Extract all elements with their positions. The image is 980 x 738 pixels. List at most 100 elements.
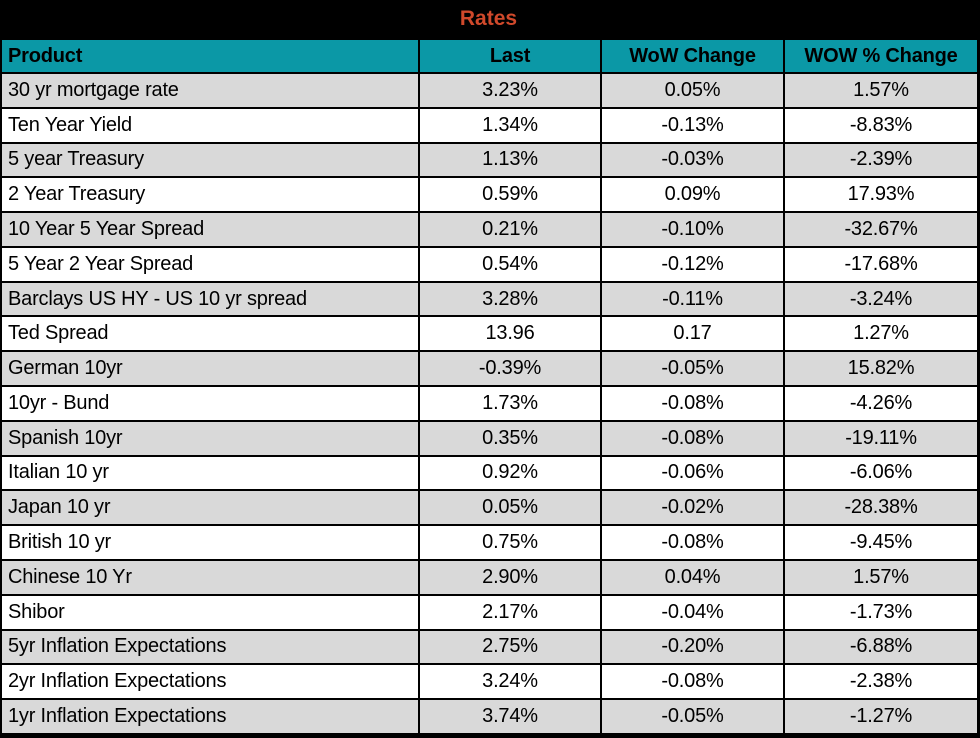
product-cell: 10yr - Bund — [0, 385, 420, 422]
wow-pct-change-cell: -8.83% — [783, 106, 979, 144]
product-cell: 5 Year 2 Year Spread — [0, 245, 420, 283]
last-cell: 0.75% — [418, 524, 602, 561]
wow-pct-change-cell: -1.27% — [783, 698, 979, 735]
table-row: German 10yr -0.39% -0.05% 15.82% — [0, 350, 979, 388]
product-cell: 2 Year Treasury — [0, 176, 420, 214]
table-row: Ten Year Yield 1.34% -0.13% -8.83% — [0, 106, 979, 144]
last-cell: 1.13% — [418, 141, 602, 179]
wow-change-cell: -0.10% — [600, 211, 785, 248]
wow-change-cell: -0.08% — [600, 419, 785, 457]
table-row: 10yr - Bund 1.73% -0.08% -4.26% — [0, 385, 979, 422]
header-wow-pct-change: WOW % Change — [783, 38, 979, 74]
rates-table: Product Last WoW Change WOW % Change 30 … — [0, 38, 979, 735]
wow-change-cell: -0.12% — [600, 245, 785, 283]
wow-pct-change-cell: -28.38% — [783, 489, 979, 527]
wow-pct-change-cell: -6.06% — [783, 454, 979, 492]
wow-pct-change-cell: 15.82% — [783, 350, 979, 388]
product-cell: German 10yr — [0, 350, 420, 388]
product-cell: Spanish 10yr — [0, 419, 420, 457]
wow-change-cell: -0.05% — [600, 698, 785, 735]
wow-pct-change-cell: -2.38% — [783, 663, 979, 701]
last-cell: 1.34% — [418, 106, 602, 144]
wow-change-cell: -0.11% — [600, 280, 785, 318]
wow-pct-change-cell: 17.93% — [783, 176, 979, 214]
table-row: Spanish 10yr 0.35% -0.08% -19.11% — [0, 419, 979, 457]
last-cell: 0.35% — [418, 419, 602, 457]
header-product: Product — [0, 38, 420, 74]
header-wow-change: WoW Change — [600, 38, 785, 74]
product-cell: 5yr Inflation Expectations — [0, 628, 420, 666]
product-cell: Ted Spread — [0, 315, 420, 353]
product-cell: Shibor — [0, 593, 420, 631]
last-cell: 1.73% — [418, 385, 602, 422]
wow-change-cell: -0.08% — [600, 524, 785, 561]
table-row: 5yr Inflation Expectations 2.75% -0.20% -6.… — [0, 628, 979, 666]
table-row: British 10 yr 0.75% -0.08% -9.45% — [0, 524, 979, 561]
product-cell: 30 yr mortgage rate — [0, 72, 420, 109]
table-row: 5 Year 2 Year Spread 0.54% -0.12% -17.68% — [0, 245, 979, 283]
last-cell: 0.59% — [418, 176, 602, 214]
wow-pct-change-cell: -4.26% — [783, 385, 979, 422]
wow-change-cell: -0.04% — [600, 593, 785, 631]
product-cell: British 10 yr — [0, 524, 420, 561]
product-cell: Barclays US HY - US 10 yr spread — [0, 280, 420, 318]
table-row: 1yr Inflation Expectations 3.74% -0.05% -1.… — [0, 698, 979, 735]
wow-change-cell: -0.08% — [600, 385, 785, 422]
last-cell: 3.74% — [418, 698, 602, 735]
last-cell: 3.24% — [418, 663, 602, 701]
table-row: Chinese 10 Yr 2.90% 0.04% 1.57% — [0, 558, 979, 596]
product-cell: 2yr Inflation Expectations — [0, 663, 420, 701]
wow-change-cell: -0.02% — [600, 489, 785, 527]
wow-pct-change-cell: -9.45% — [783, 524, 979, 561]
wow-pct-change-cell: -6.88% — [783, 628, 979, 666]
wow-pct-change-cell: -3.24% — [783, 280, 979, 318]
last-cell: 2.17% — [418, 593, 602, 631]
wow-pct-change-cell: 1.27% — [783, 315, 979, 353]
product-cell: Italian 10 yr — [0, 454, 420, 492]
wow-change-cell: -0.05% — [600, 350, 785, 388]
table-row: 5 year Treasury 1.13% -0.03% -2.39% — [0, 141, 979, 179]
product-cell: 1yr Inflation Expectations — [0, 698, 420, 735]
header-last: Last — [418, 38, 602, 74]
table-row: Italian 10 yr 0.92% -0.06% -6.06% — [0, 454, 979, 492]
last-cell: 2.75% — [418, 628, 602, 666]
header-row: Product Last WoW Change WOW % Change — [0, 38, 979, 74]
wow-pct-change-cell: -2.39% — [783, 141, 979, 179]
table-row: Barclays US HY - US 10 yr spread 3.28% -0.… — [0, 280, 979, 318]
last-cell: 0.21% — [418, 211, 602, 248]
table-row: 2 Year Treasury 0.59% 0.09% 17.93% — [0, 176, 979, 214]
product-cell: Ten Year Yield — [0, 106, 420, 144]
wow-change-cell: 0.17 — [600, 315, 785, 353]
wow-pct-change-cell: -19.11% — [783, 419, 979, 457]
last-cell: 0.92% — [418, 454, 602, 492]
product-cell: Chinese 10 Yr — [0, 558, 420, 596]
last-cell: -0.39% — [418, 350, 602, 388]
wow-change-cell: 0.09% — [600, 176, 785, 214]
wow-change-cell: 0.04% — [600, 558, 785, 596]
product-cell: Japan 10 yr — [0, 489, 420, 527]
table-title: Rates — [459, 7, 518, 30]
wow-pct-change-cell: 1.57% — [783, 72, 979, 109]
wow-change-cell: -0.03% — [600, 141, 785, 179]
wow-pct-change-cell: -17.68% — [783, 245, 979, 283]
table-row: 30 yr mortgage rate 3.23% 0.05% 1.57% — [0, 72, 979, 109]
table-row: Japan 10 yr 0.05% -0.02% -28.38% — [0, 489, 979, 527]
last-cell: 0.54% — [418, 245, 602, 283]
table-body: 30 yr mortgage rate 3.23% 0.05% 1.57% Ten Ye… — [0, 72, 979, 735]
wow-pct-change-cell: -1.73% — [783, 593, 979, 631]
last-cell: 2.90% — [418, 558, 602, 596]
product-cell: 10 Year 5 Year Spread — [0, 211, 420, 248]
wow-pct-change-cell: 1.57% — [783, 558, 979, 596]
table-title-bar: Rates — [0, 0, 977, 38]
wow-pct-change-cell: -32.67% — [783, 211, 979, 248]
last-cell: 3.28% — [418, 280, 602, 318]
table-row: Shibor 2.17% -0.04% -1.73% — [0, 593, 979, 631]
last-cell: 13.96 — [418, 315, 602, 353]
wow-change-cell: -0.06% — [600, 454, 785, 492]
table-row: 10 Year 5 Year Spread 0.21% -0.10% -32.67% — [0, 211, 979, 248]
table-row: Ted Spread 13.96 0.17 1.27% — [0, 315, 979, 353]
wow-change-cell: 0.05% — [600, 72, 785, 109]
last-cell: 3.23% — [418, 72, 602, 109]
wow-change-cell: -0.13% — [600, 106, 785, 144]
